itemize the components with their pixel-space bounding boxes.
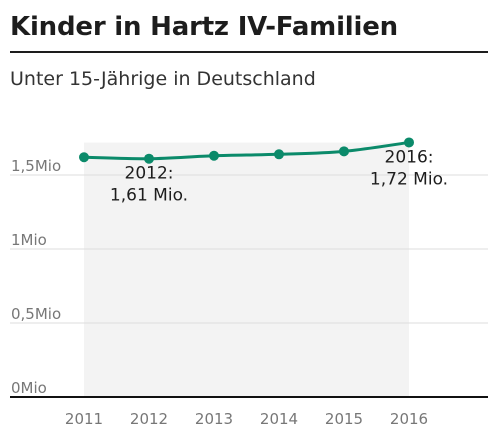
data-points (79, 137, 414, 164)
series-line-layer (82, 140, 411, 161)
data-point (209, 150, 219, 161)
y-tick-labels: 0Mio 0,5Mio 1Mio 1,5Mio (11, 157, 61, 397)
annotation-text: 1,72 Mio. (370, 169, 448, 189)
annotation-text: 2016: (385, 147, 434, 167)
data-point (404, 137, 414, 148)
x-tick-label: 2013 (195, 410, 233, 428)
annotations: 2012:1,61 Mio. 2016:1,72 Mio. (110, 147, 448, 205)
y-tick-label: 0Mio (11, 379, 47, 397)
x-tick-label: 2014 (260, 410, 298, 428)
x-tick-label: 2012 (130, 410, 168, 428)
x-tick-label: 2016 (390, 410, 428, 428)
title-divider (10, 51, 488, 53)
data-point (79, 152, 89, 163)
annotation-text: 2012: (125, 164, 174, 184)
series-line (82, 140, 411, 161)
y-tick-label: 1Mio (11, 231, 47, 249)
chart-subtitle: Unter 15-Jährige in Deutschland (10, 68, 316, 90)
chart-title: Kinder in Hartz IV-Familien (10, 12, 398, 42)
data-point (339, 146, 349, 157)
annotation: 2012:1,61 Mio. (110, 164, 188, 206)
x-tick-label: 2015 (325, 410, 363, 428)
annotation-text: 1,61 Mio. (110, 186, 188, 206)
gridlines (10, 174, 488, 324)
data-point (274, 149, 284, 160)
y-tick-label: 1,5Mio (11, 157, 61, 175)
highlight-band (84, 142, 409, 397)
x-tick-label: 2011 (65, 410, 103, 428)
annotation: 2016:1,72 Mio. (370, 147, 448, 189)
highlight-band-layer (84, 142, 409, 397)
y-tick-label: 0,5Mio (11, 305, 61, 323)
data-point (144, 153, 154, 164)
x-tick-labels: 2011 2012 2013 2014 2015 2016 (65, 410, 428, 428)
